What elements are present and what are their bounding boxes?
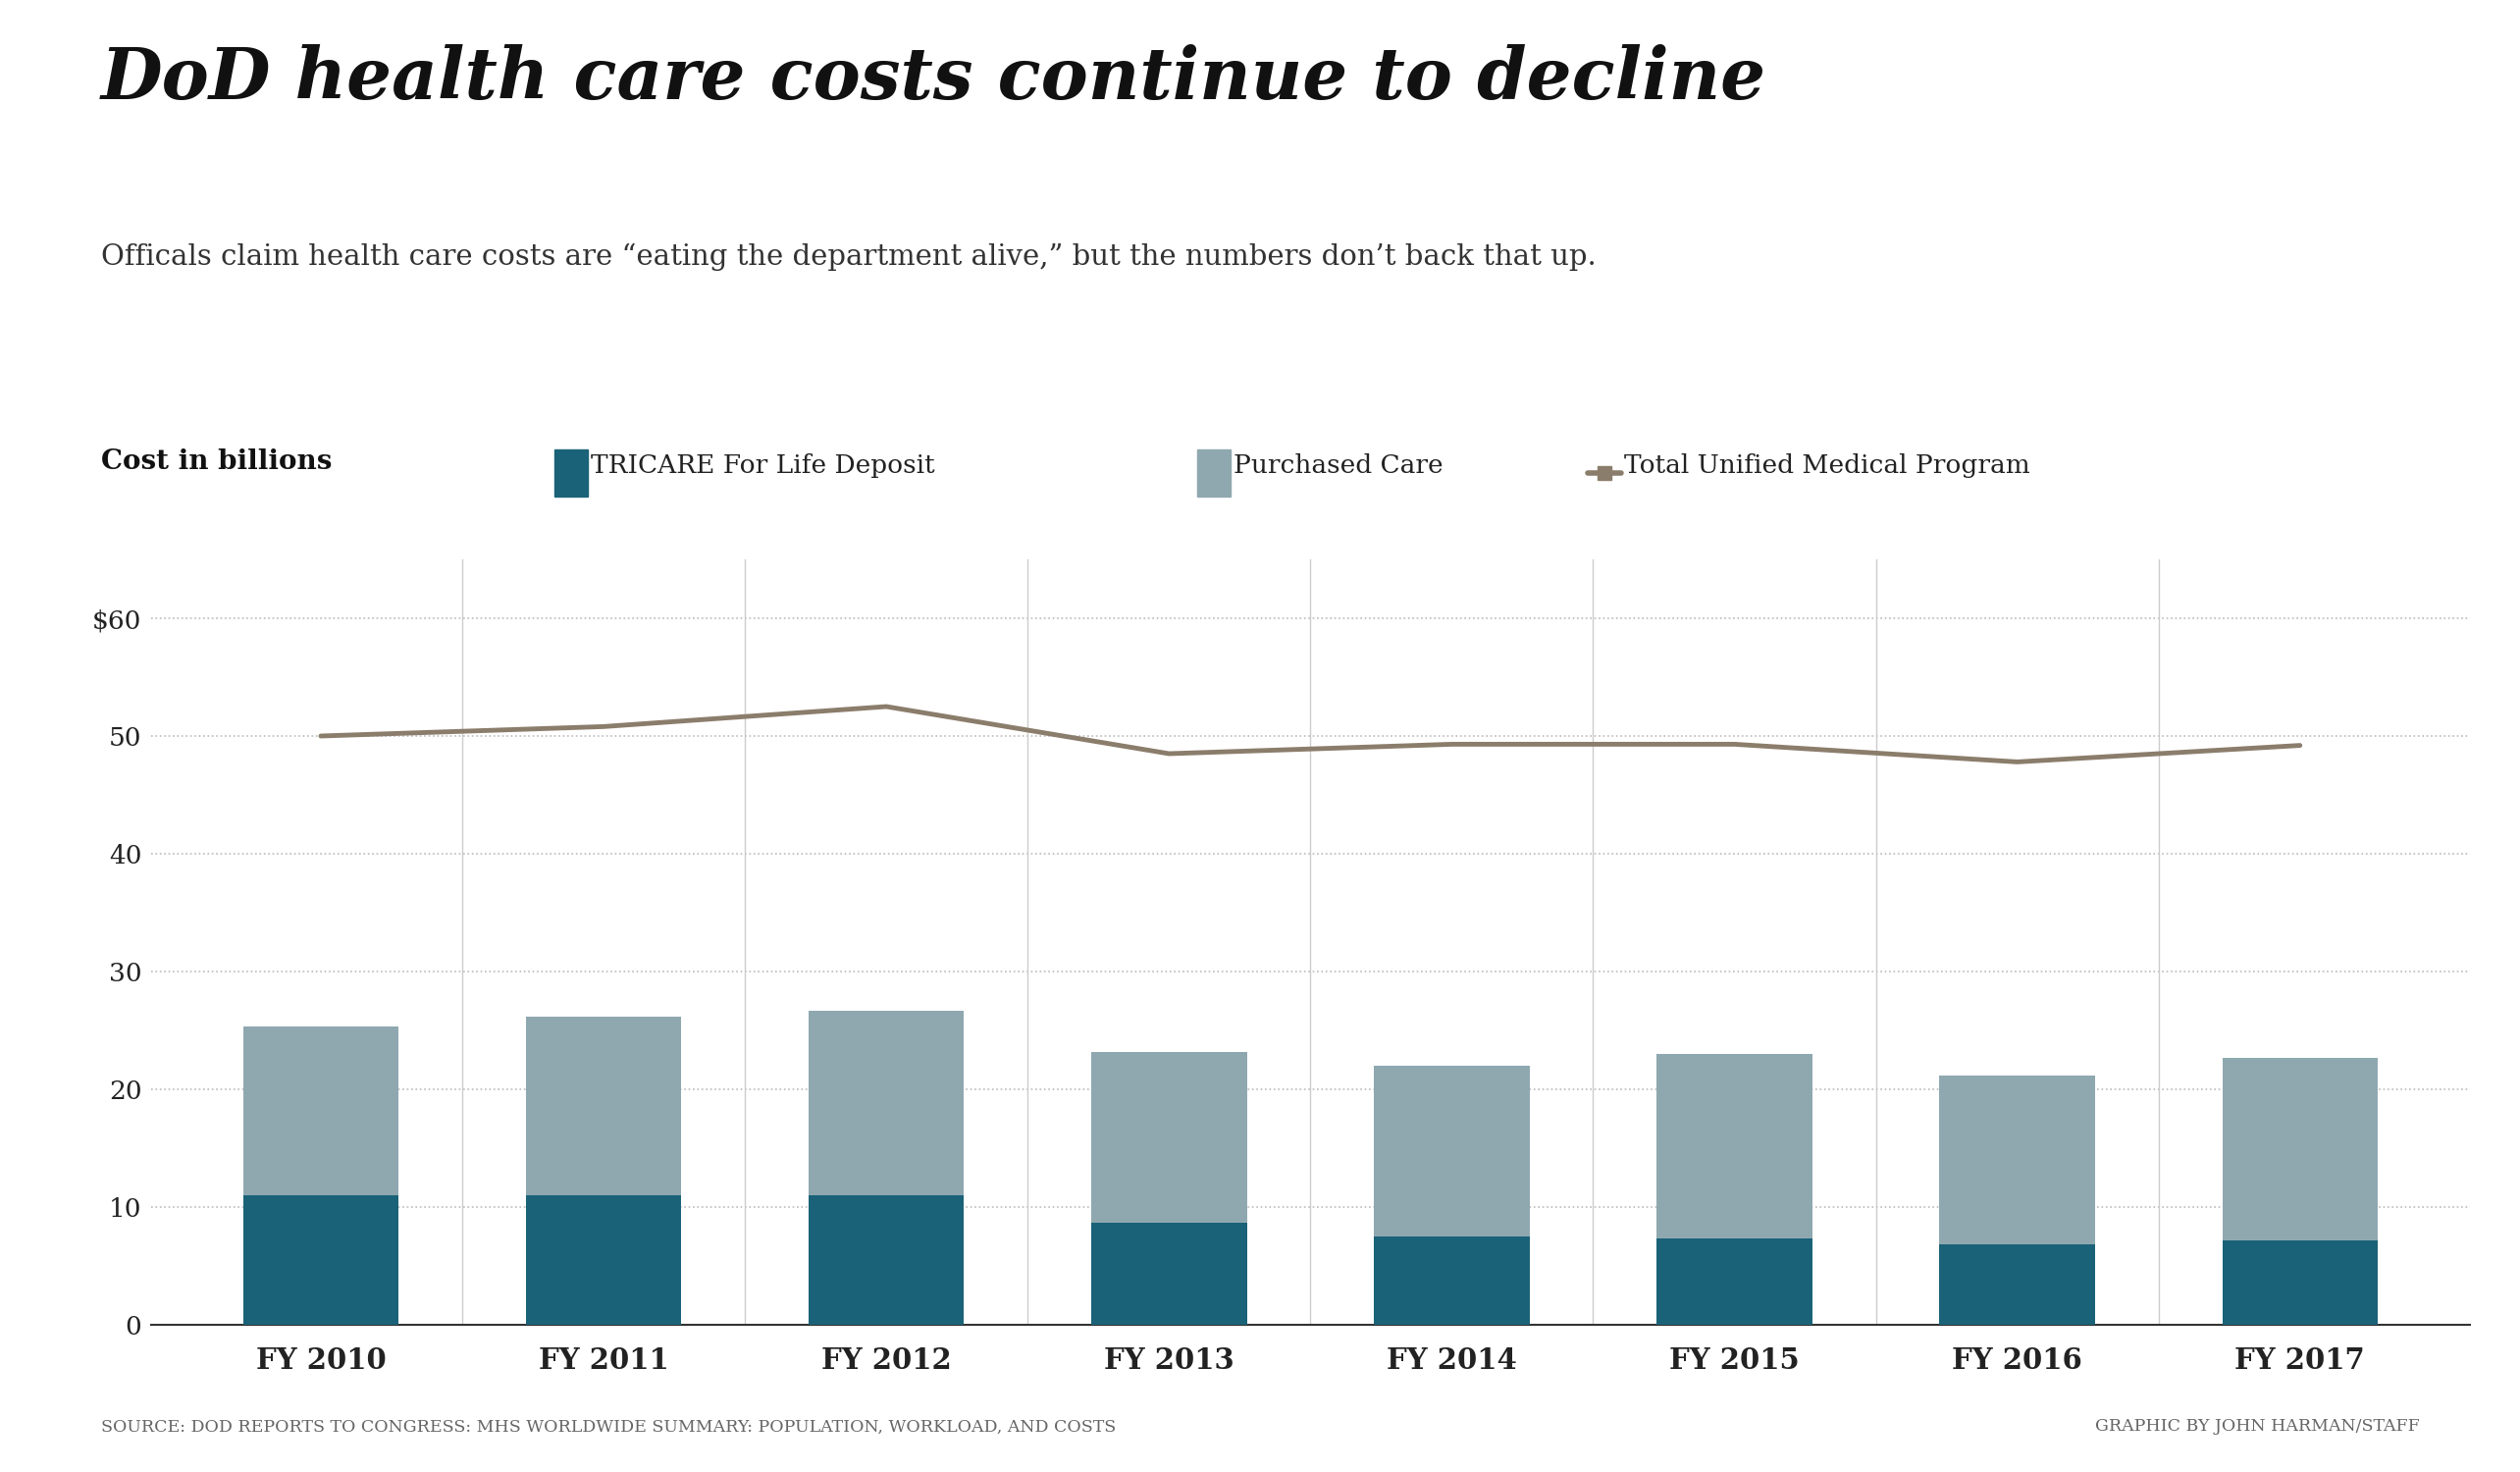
Bar: [1373, 1236, 1530, 1325]
Text: GRAPHIC BY JOHN HARMAN/STAFF: GRAPHIC BY JOHN HARMAN/STAFF: [2094, 1419, 2419, 1435]
Bar: [2223, 1057, 2379, 1239]
Bar: [527, 1016, 680, 1195]
Bar: [809, 1010, 965, 1195]
Bar: [1940, 1245, 2094, 1325]
Bar: [527, 1195, 680, 1325]
Text: SOURCE: DOD REPORTS TO CONGRESS: MHS WORLDWIDE SUMMARY: POPULATION, WORKLOAD, AN: SOURCE: DOD REPORTS TO CONGRESS: MHS WOR…: [101, 1419, 1116, 1435]
Bar: [1940, 1075, 2094, 1245]
Text: Cost in billions: Cost in billions: [101, 449, 333, 475]
Text: DoD health care costs continue to decline: DoD health care costs continue to declin…: [101, 44, 1767, 113]
Bar: [2223, 1239, 2379, 1325]
Bar: [242, 1027, 398, 1195]
Bar: [242, 1195, 398, 1325]
Bar: [1656, 1239, 1812, 1325]
Bar: [1656, 1054, 1812, 1239]
Bar: [1091, 1051, 1247, 1222]
Text: Total Unified Medical Program: Total Unified Medical Program: [1623, 453, 2029, 478]
Text: Purchased Care: Purchased Care: [1232, 453, 1441, 478]
Bar: [809, 1195, 965, 1325]
Bar: [1091, 1222, 1247, 1325]
Text: Officals claim health care costs are “eating the department alive,” but the numb: Officals claim health care costs are “ea…: [101, 243, 1595, 271]
Text: TRICARE For Life Deposit: TRICARE For Life Deposit: [590, 453, 935, 478]
Bar: [1373, 1066, 1530, 1236]
